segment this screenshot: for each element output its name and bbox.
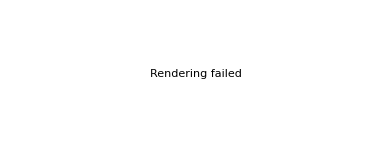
Text: Rendering failed: Rendering failed [150,69,241,78]
